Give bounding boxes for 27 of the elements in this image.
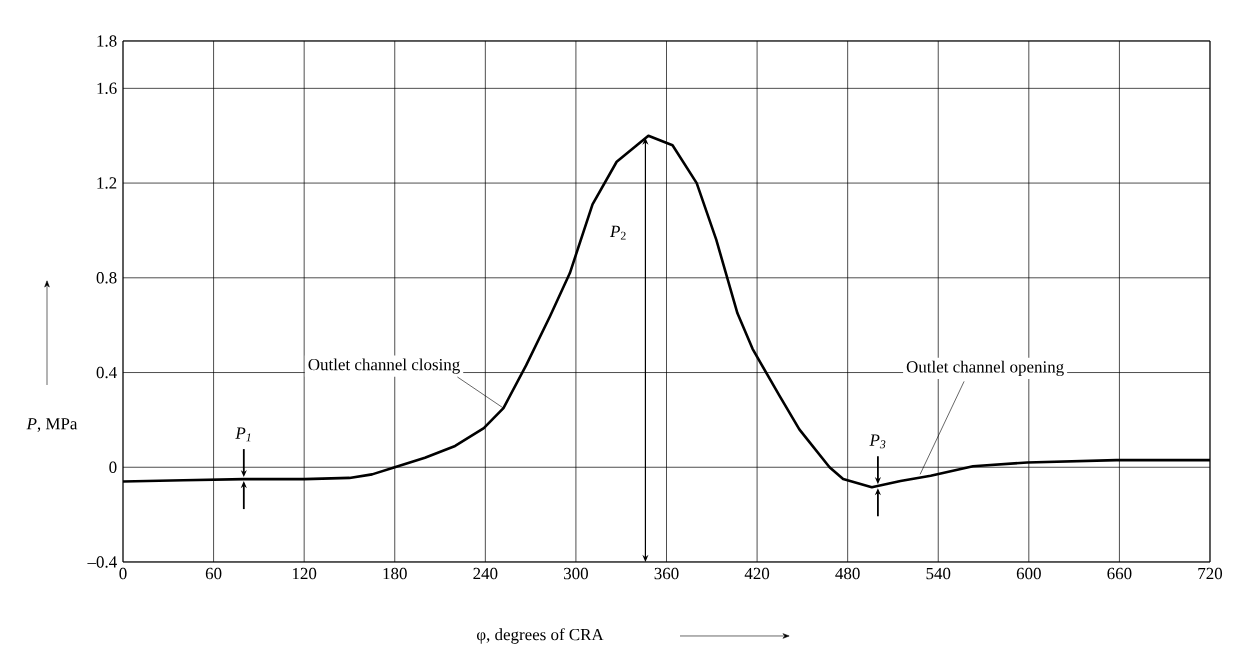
x-axis-title: φ, degrees of CRA bbox=[476, 628, 604, 644]
annotation: Outlet channel opening bbox=[906, 360, 1064, 377]
x-tick-label: 480 bbox=[835, 567, 860, 580]
x-tick-label: 660 bbox=[1107, 567, 1132, 580]
annotation: P$_{1}$ bbox=[235, 427, 251, 442]
x-tick-label: 60 bbox=[205, 567, 222, 580]
x-tick-label: 420 bbox=[744, 567, 770, 580]
y-tick-label: 0 bbox=[109, 461, 117, 473]
y-axis-title: P, MPa bbox=[26, 418, 78, 432]
y-tick-label: 1.2 bbox=[97, 177, 117, 189]
x-tick-label: 0 bbox=[119, 567, 127, 580]
y-tick-label: –0.4 bbox=[87, 556, 117, 568]
y-tick-label: 1.8 bbox=[97, 35, 117, 47]
annotation: Outlet channel closing bbox=[308, 358, 460, 374]
x-tick-label: 180 bbox=[383, 567, 407, 580]
y-tick-label: 0.8 bbox=[96, 272, 117, 284]
x-tick-label: 540 bbox=[926, 567, 951, 580]
x-tick-label: 300 bbox=[564, 567, 588, 580]
x-tick-label: 720 bbox=[1198, 567, 1223, 580]
annotation: P$_{3}$ bbox=[869, 434, 886, 449]
y-tick-label: 0.4 bbox=[96, 366, 117, 379]
annotation: P$_{2}$ bbox=[609, 225, 626, 240]
x-tick-label: 360 bbox=[654, 567, 679, 580]
x-tick-label: 120 bbox=[292, 567, 317, 580]
x-tick-label: 240 bbox=[473, 567, 498, 580]
x-tick-label: 600 bbox=[1016, 567, 1041, 580]
y-tick-label: 1.6 bbox=[97, 82, 117, 95]
